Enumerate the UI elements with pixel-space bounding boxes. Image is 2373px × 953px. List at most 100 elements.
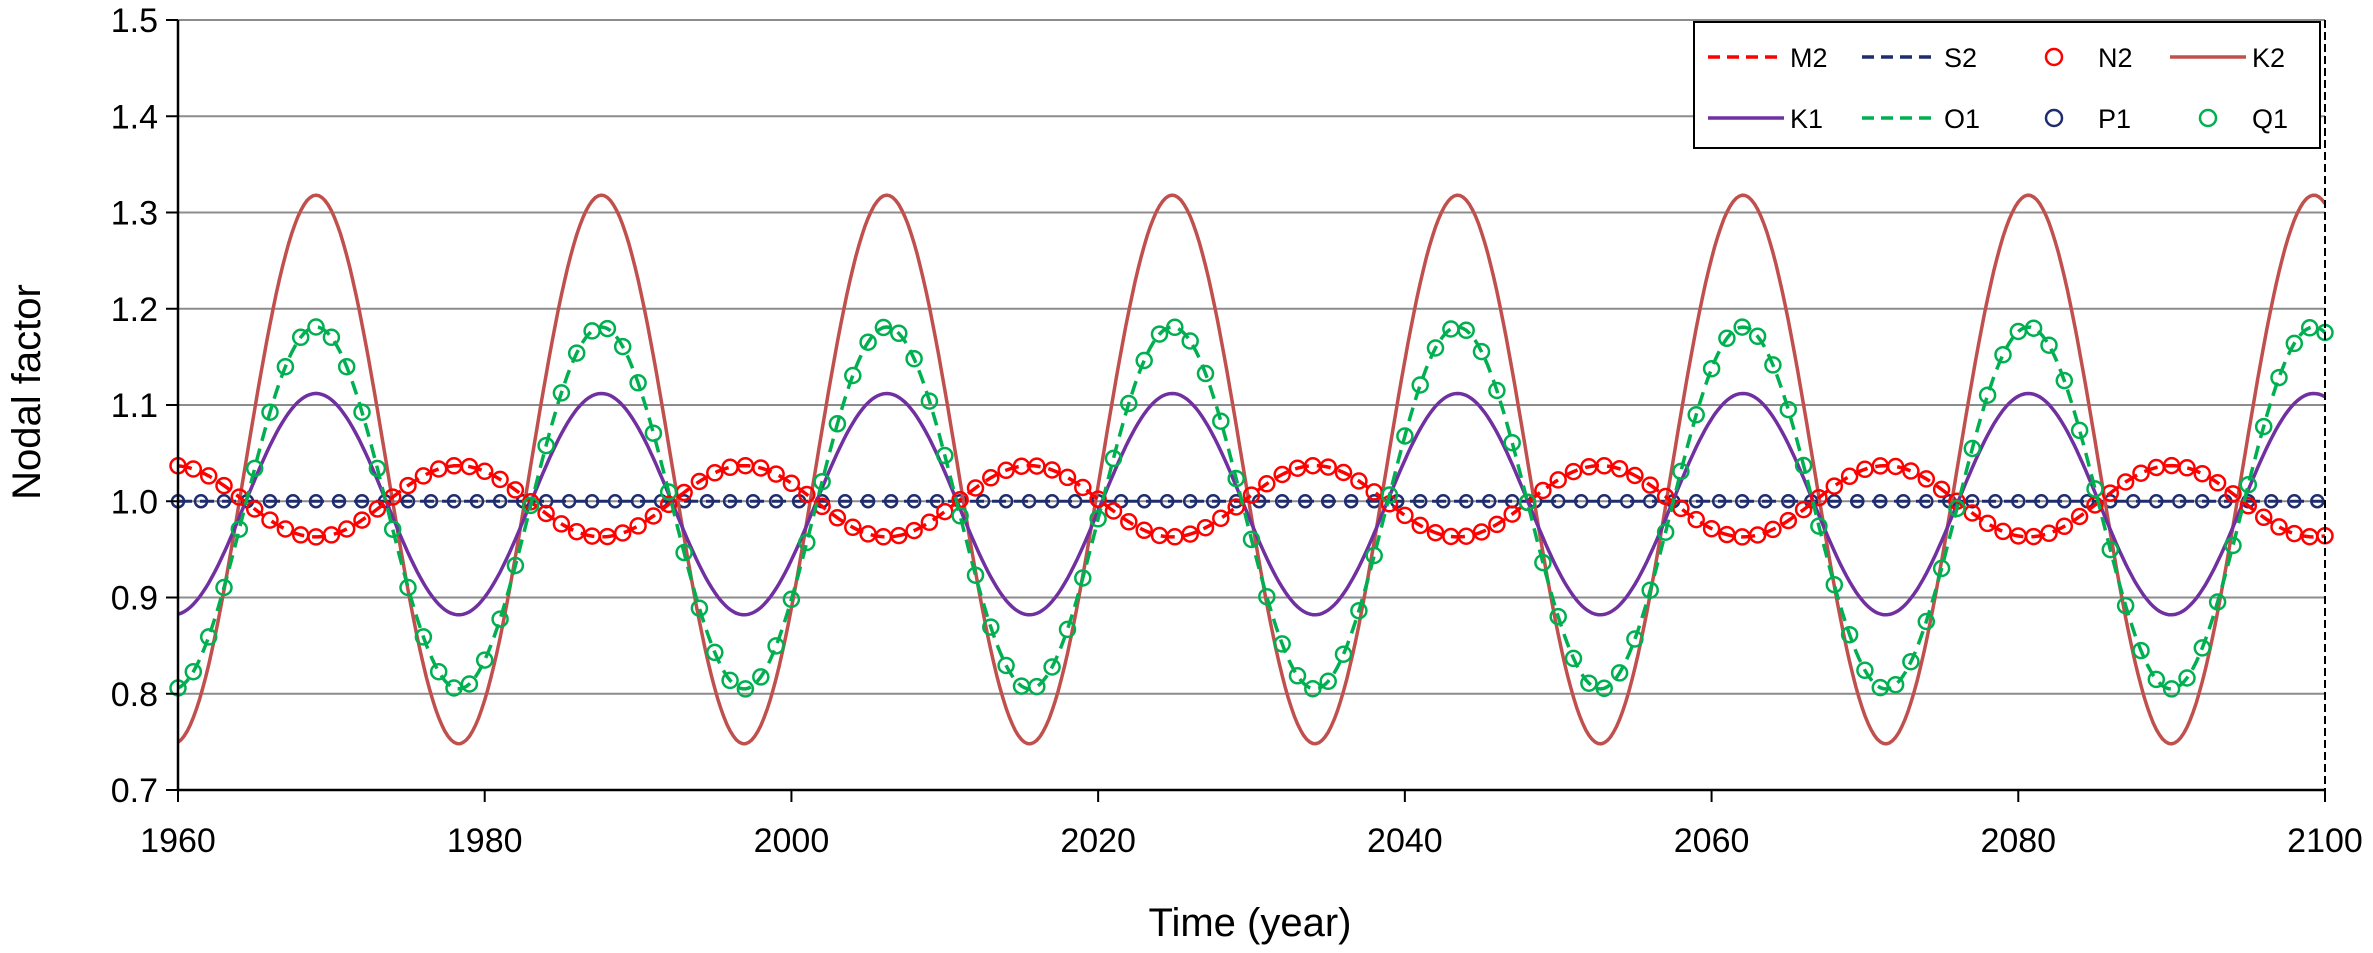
series-point-p1 xyxy=(1757,493,1773,509)
series-point-p1 xyxy=(1619,493,1635,509)
y-tick-label: 1.4 xyxy=(111,98,158,136)
series-point-q1 xyxy=(2116,596,2135,615)
series-point-n2 xyxy=(1104,502,1123,520)
series-point-q1 xyxy=(1549,607,1567,626)
series-point-q1 xyxy=(1733,318,1751,336)
series-point-q1 xyxy=(874,318,893,337)
series-point-n2 xyxy=(1902,462,1920,480)
series-point-q1 xyxy=(997,656,1015,675)
series-point-p1 xyxy=(768,493,784,509)
series-point-n2 xyxy=(1764,520,1782,539)
series-point-p1 xyxy=(1435,493,1451,509)
series-point-q1 xyxy=(1917,612,1936,631)
series-line-k2 xyxy=(176,193,2327,746)
series-point-n2 xyxy=(1074,478,1092,497)
series-point-q1 xyxy=(337,357,356,376)
series-point-p1 xyxy=(837,493,853,509)
series-point-q1 xyxy=(1518,493,1537,512)
series-point-q1 xyxy=(1994,345,2012,364)
legend-box xyxy=(1693,21,2321,149)
x-tick-label: 2000 xyxy=(754,822,830,860)
series-point-n2 xyxy=(199,467,218,485)
series-point-q1 xyxy=(199,628,218,646)
series-point-n2 xyxy=(2132,464,2150,482)
series-point-p1 xyxy=(883,493,899,509)
series-point-p1 xyxy=(1711,493,1727,509)
series-point-q1 xyxy=(368,459,387,478)
x-tick-label: 2020 xyxy=(1060,822,1136,860)
series-point-q1 xyxy=(613,337,632,356)
series-point-q1 xyxy=(2254,417,2273,436)
series-point-p1 xyxy=(1873,493,1888,509)
series-point-q1 xyxy=(429,662,448,681)
series-point-n2 xyxy=(982,469,1000,487)
series-line-o1 xyxy=(177,325,2327,691)
series-point-p1 xyxy=(2287,493,2302,509)
series-point-p1 xyxy=(860,493,876,509)
series-point-q1 xyxy=(1411,376,1429,394)
series-point-q1 xyxy=(1242,530,1261,549)
series-point-q1 xyxy=(2193,639,2212,657)
series-point-q1 xyxy=(399,578,417,597)
series-point-p1 xyxy=(929,493,945,509)
series-point-p1 xyxy=(1044,493,1060,509)
series-point-q1 xyxy=(2147,670,2166,689)
series-point-n2 xyxy=(1212,509,1230,528)
series-point-q1 xyxy=(1074,569,1092,587)
series-point-q1 xyxy=(1380,486,1399,504)
series-point-n2 xyxy=(2070,507,2089,526)
x-tick-label: 1980 xyxy=(447,822,523,860)
legend-marker-n2 xyxy=(2044,47,2064,67)
series-point-q1 xyxy=(2270,368,2288,387)
series-point-n2 xyxy=(767,465,785,483)
series-point-n2 xyxy=(1656,487,1675,506)
series-point-p1 xyxy=(906,493,922,509)
series-point-p1 xyxy=(2310,493,2325,509)
series-point-n2 xyxy=(414,467,433,485)
series-point-n2 xyxy=(782,474,801,493)
series-point-p1 xyxy=(1827,493,1842,509)
series-point-q1 xyxy=(1043,658,1061,676)
series-point-n2 xyxy=(2193,464,2212,483)
series-point-q1 xyxy=(261,403,279,421)
series-point-n2 xyxy=(1350,472,1368,490)
series-point-q1 xyxy=(491,610,509,628)
series-point-p1 xyxy=(630,493,646,509)
series-point-p1 xyxy=(1781,493,1796,509)
series-point-n2 xyxy=(537,504,555,523)
series-point-n2 xyxy=(184,460,203,478)
series-point-q1 xyxy=(230,520,249,538)
series-point-n2 xyxy=(460,457,479,476)
series-point-n2 xyxy=(1135,521,1153,540)
series-point-q1 xyxy=(1702,359,1721,378)
series-point-q1 xyxy=(1135,351,1153,370)
series-point-n2 xyxy=(1196,518,1215,537)
series-point-n2 xyxy=(1120,513,1138,531)
series-point-n2 xyxy=(1963,504,1982,522)
series-point-n2 xyxy=(1058,468,1077,487)
series-point-q1 xyxy=(2178,669,2196,687)
series-point-q1 xyxy=(1120,394,1138,413)
legend-label-n2: N2 xyxy=(2098,43,2133,73)
series-point-p1 xyxy=(423,493,439,509)
series-point-n2 xyxy=(1242,486,1261,504)
legend-label-m2: M2 xyxy=(1790,43,1828,73)
series-point-q1 xyxy=(2086,480,2104,498)
series-point-n2 xyxy=(659,495,678,514)
series-point-n2 xyxy=(1503,505,1521,523)
y-tick-label: 0.8 xyxy=(111,676,158,714)
series-point-n2 xyxy=(2101,484,2120,502)
series-point-q1 xyxy=(1273,635,1291,653)
series-point-n2 xyxy=(1089,490,1107,508)
series-point-q1 xyxy=(2132,641,2150,660)
series-point-q1 xyxy=(1488,381,1506,400)
y-tick-label: 1.1 xyxy=(111,387,158,425)
series-point-n2 xyxy=(1810,488,1828,507)
series-point-p1 xyxy=(975,493,991,509)
series-point-q1 xyxy=(659,483,678,501)
series-point-p1 xyxy=(607,493,623,509)
series-point-n2 xyxy=(2224,485,2242,503)
series-point-n2 xyxy=(1319,458,1337,476)
series-point-p1 xyxy=(1965,493,1980,509)
series-point-q1 xyxy=(583,322,601,340)
